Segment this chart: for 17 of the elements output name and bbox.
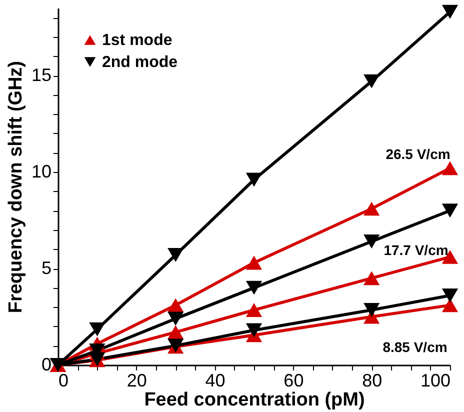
y-tick-label: 15	[31, 65, 52, 86]
y-axis-title: Frequency down shift (GHz)	[5, 60, 26, 314]
y-tick-label: 5	[41, 258, 52, 278]
legend-label: 2nd mode	[102, 54, 178, 71]
annotation: 8.85 V/cm	[382, 339, 448, 355]
annotation: 26.5 V/cm	[386, 146, 450, 162]
x-tick-label: 80	[362, 370, 382, 390]
x-tick-label: 60	[284, 370, 304, 390]
y-tick-label: 10	[31, 162, 52, 182]
x-tick-label: 100	[420, 370, 450, 390]
legend-label: 1st mode	[102, 32, 172, 49]
annotation: 17.7 V/cm	[384, 242, 448, 258]
x-axis-title: Feed concentration (pM)	[144, 390, 365, 410]
x-tick-label: 40	[205, 370, 226, 390]
x-tick-label: 20	[126, 370, 147, 390]
x-tick-label: 0	[58, 370, 69, 390]
y-tick-label: 0	[41, 354, 52, 374]
